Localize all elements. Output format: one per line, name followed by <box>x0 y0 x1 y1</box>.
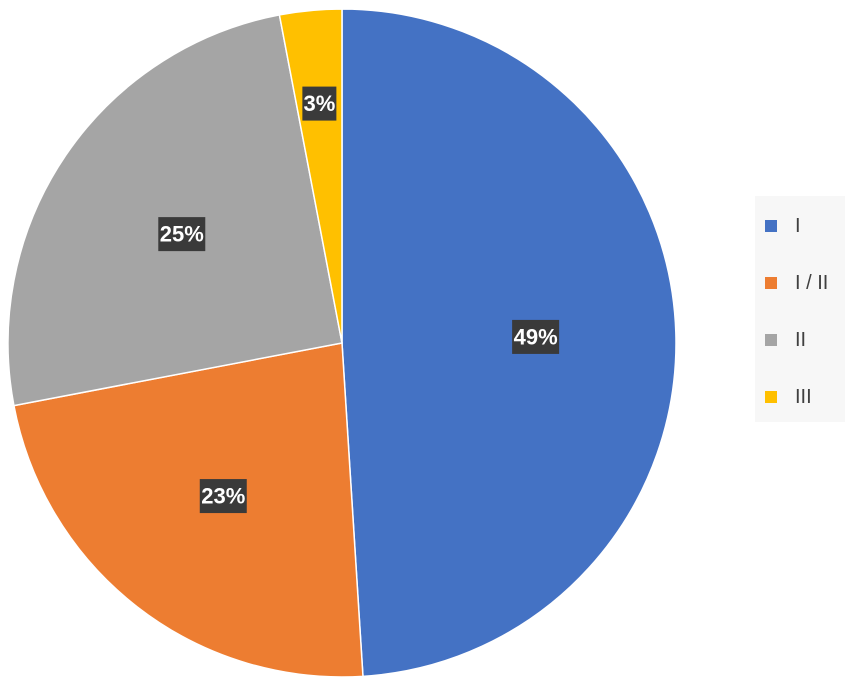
pie-slice-i <box>341 8 677 678</box>
pie-data-labels: 49% 23% 25% 3% <box>158 86 560 514</box>
legend-swatch-ii <box>765 334 777 346</box>
data-label-i: 49% <box>512 319 560 354</box>
data-label-ii: 25% <box>158 217 206 252</box>
data-label-box <box>158 217 206 252</box>
data-label-text: 25% <box>160 222 204 247</box>
data-label-box <box>512 319 560 354</box>
pie-slices <box>7 8 677 678</box>
legend-item-i-ii: I / II <box>765 271 828 295</box>
legend-item-iii: III <box>765 385 812 409</box>
legend-label-iii: III <box>795 385 812 408</box>
chart-legend: I I / II II III <box>755 196 845 422</box>
legend-label-ii: II <box>795 328 807 351</box>
legend-label-i-ii: I / II <box>795 271 829 294</box>
pie-slice-i-ii <box>13 342 364 678</box>
data-label-text: 49% <box>514 324 558 349</box>
legend-swatch-iii <box>765 391 777 403</box>
legend-swatch-i <box>765 220 777 232</box>
data-label-iii: 3% <box>302 86 337 121</box>
legend-label-i: I <box>795 214 801 237</box>
legend-item-ii: II <box>765 328 806 352</box>
pie-slice-ii <box>7 14 343 407</box>
data-label-text: 23% <box>201 484 245 509</box>
data-label-text: 3% <box>303 91 335 116</box>
data-label-i-ii: 23% <box>199 479 247 514</box>
data-label-box <box>199 479 247 514</box>
legend-swatch-i-ii <box>765 277 777 289</box>
legend-item-i: I <box>765 214 801 238</box>
data-label-box <box>302 86 337 121</box>
